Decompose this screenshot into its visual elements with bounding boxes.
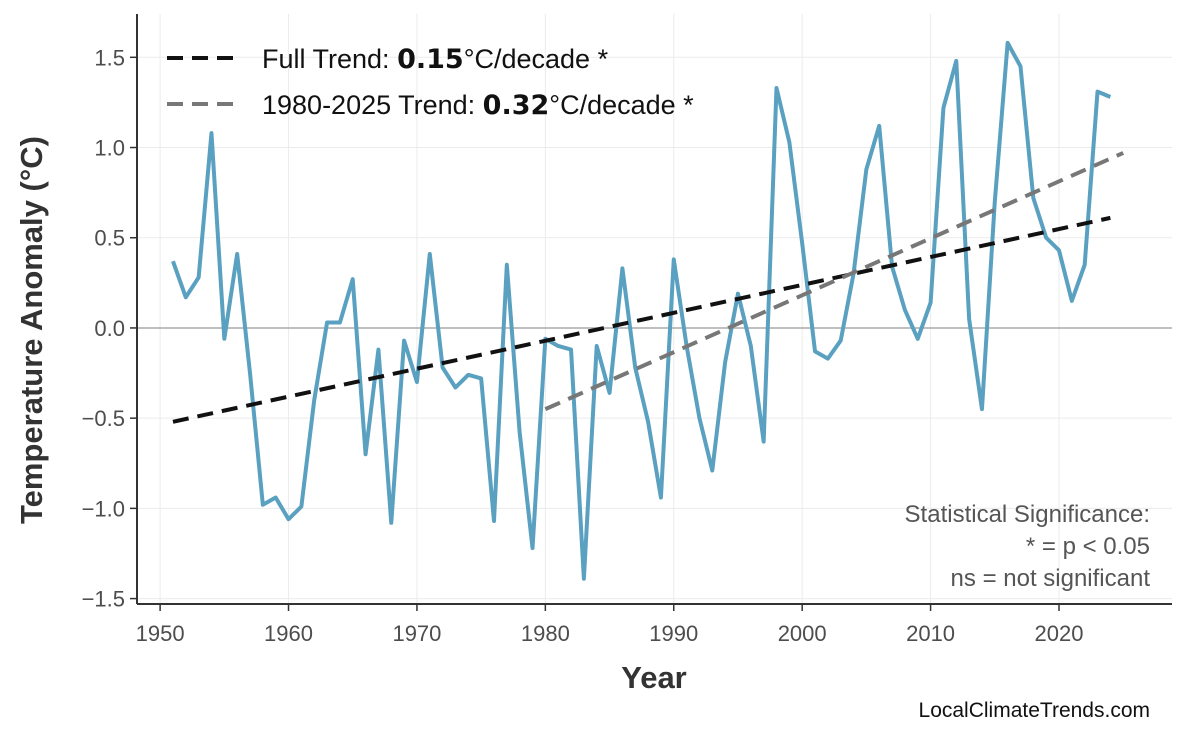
x-tick-label: 2020	[1035, 621, 1084, 646]
significance-note: Statistical Significance: * = p < 0.05 n…	[905, 501, 1151, 592]
x-axis-title: Year	[621, 660, 687, 695]
note-line-3: ns = not significant	[951, 565, 1151, 592]
plot-marks	[171, 40, 1125, 581]
x-tick-label: 2000	[778, 621, 827, 646]
legend-label: Full Trend: 0.15°C/decade *	[262, 44, 609, 75]
y-tick-label: 1.5	[94, 45, 125, 70]
x-tick-label: 2010	[906, 621, 955, 646]
y-tick-label: −0.5	[82, 406, 125, 431]
legend: Full Trend: 0.15°C/decade * 1980-2025 Tre…	[167, 44, 694, 121]
x-tick-label: 1970	[392, 621, 441, 646]
full-trend-line	[172, 215, 1111, 424]
watermark: LocalClimateTrends.com	[919, 699, 1150, 722]
y-tick-label: 1.0	[94, 136, 125, 161]
recent-trend-line	[544, 151, 1125, 411]
y-tick-label: −1.0	[82, 496, 125, 521]
y-tick-label: 0.0	[94, 316, 125, 341]
axes: 1950 1960 1970 1980 1990 2000 2010 2020 −1.5 −1.0…	[82, 14, 1172, 646]
x-tick-label: 1950	[136, 621, 185, 646]
x-tick-label: 1980	[521, 621, 570, 646]
note-line-1: Statistical Significance:	[905, 501, 1150, 528]
temperature-series-line	[171, 40, 1112, 581]
note-line-2: * = p < 0.05	[1026, 533, 1150, 560]
x-tick-label: 1960	[264, 621, 313, 646]
y-axis-title: Temperature Anomaly (°C)	[14, 136, 49, 524]
y-tick-label: 0.5	[94, 226, 125, 251]
legend-label: 1980-2025 Trend: 0.32°C/decade *	[262, 90, 694, 121]
y-tick-label: −1.5	[82, 587, 125, 612]
x-tick-label: 1990	[649, 621, 698, 646]
